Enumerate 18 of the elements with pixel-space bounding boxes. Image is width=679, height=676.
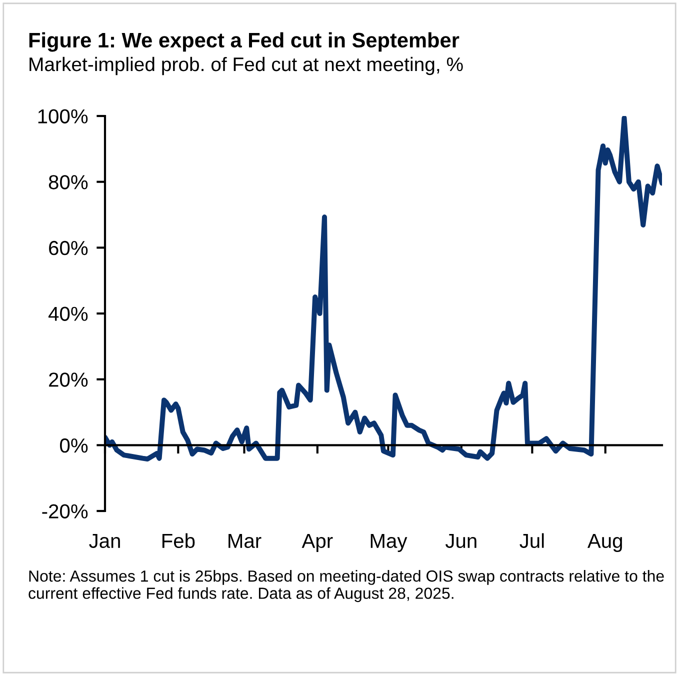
x-tick-label: Mar: [228, 534, 262, 548]
y-tick-label: 0%: [60, 438, 88, 453]
y-tick-label: 80%: [48, 175, 88, 190]
x-tick-label: Jan: [89, 534, 120, 548]
y-tick-label: 40%: [48, 306, 88, 321]
chart-subtitle: Market-implied prob. of Fed cut at next meeting, %: [30, 56, 463, 76]
x-tick-label: Jun: [445, 534, 476, 548]
text: Note: Assumes 1 cut is 25bps. Based on meeting-dated OIS swap contracts relative to the current effective Fed funds rate. Data as of August 28, 2025.: [28, 570, 664, 602]
y-tick-label: 60%: [49, 240, 88, 256]
x-tick-label: Jul: [520, 533, 544, 548]
y-tick-label: 20%: [49, 372, 88, 387]
chart-title: Figure 1: We expect a Fed cut in September: [29, 32, 460, 52]
y-tick-label: -20%: [42, 504, 88, 518]
x-tick-label: Feb: [162, 533, 195, 548]
x-tick-label: Apr: [302, 534, 333, 552]
y-tick-label: 100%: [38, 109, 88, 124]
x-tick-label: Aug: [587, 534, 622, 552]
x-tick-label: May: [370, 534, 408, 552]
